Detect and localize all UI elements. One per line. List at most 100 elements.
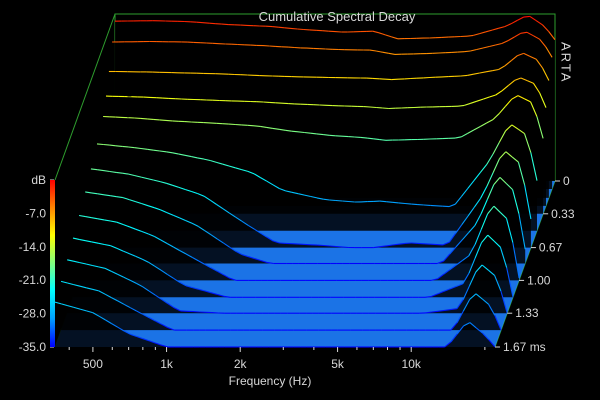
decay-line-segment: [500, 290, 508, 314]
decay-line-segment: [211, 292, 218, 296]
decay-line-segment: [247, 124, 255, 127]
decay-line-segment: [392, 243, 399, 246]
decay-line-segment: [523, 15, 530, 18]
decay-line-segment: [191, 256, 199, 262]
decay-line-segment: [179, 281, 187, 287]
decay-line-segment: [110, 195, 117, 198]
decay-line-segment: [141, 203, 149, 207]
decay-line-segment: [463, 322, 471, 327]
decay-line-segment: [235, 216, 243, 222]
decay-line-segment: [448, 203, 456, 208]
decay-line-segment: [501, 40, 509, 44]
decay-line-segment: [514, 77, 522, 81]
decay-line-segment: [161, 344, 169, 348]
decay-line-segment: [498, 130, 507, 143]
decay-line-segment: [336, 245, 343, 248]
decay-line-segment: [79, 238, 86, 242]
decay-line-segment: [142, 338, 150, 342]
decay-line-segment: [223, 295, 231, 298]
decay-line-segment: [217, 293, 224, 297]
decay-line-segment: [247, 224, 255, 230]
decay-line-segment: [495, 90, 503, 96]
decay-line-segment: [460, 74, 468, 77]
decay-line-segment: [109, 170, 117, 173]
decay-line-segment: [153, 118, 160, 121]
decay-line-segment: [530, 152, 538, 181]
decay-line-segment: [67, 305, 75, 308]
decay-line-segment: [493, 240, 501, 248]
decay-line-segment: [260, 125, 267, 128]
decay-line-segment: [260, 232, 268, 238]
decay-line-segment: [98, 290, 106, 295]
decay-line-segment: [443, 253, 451, 262]
decay-line-segment: [115, 145, 123, 147]
decay-slices: [54, 15, 556, 348]
decay-line-segment: [122, 223, 130, 228]
decay-line-segment: [172, 152, 179, 155]
decay-line-segment: [468, 257, 476, 274]
decay-line-segment: [430, 278, 438, 281]
decay-line-segment: [122, 250, 130, 255]
decay-line-segment: [223, 274, 231, 279]
decay-line-segment: [90, 168, 98, 171]
decay-line-segment: [485, 70, 493, 73]
x-tick-label: 10k: [402, 357, 422, 371]
decay-line-segment: [173, 307, 181, 312]
decay-line-segment: [483, 96, 490, 100]
decay-line-segment: [202, 22, 210, 24]
color-scale-bar: [50, 180, 55, 347]
decay-line-segment: [242, 254, 249, 258]
decay-line-segment: [448, 233, 456, 243]
decay-line-segment: [266, 236, 274, 242]
decay-line-segment: [272, 26, 279, 28]
decay-line-segment: [482, 332, 490, 340]
y-tick-label: dB: [31, 173, 46, 187]
decay-line-segment: [425, 311, 432, 314]
decay-line-segment: [147, 233, 155, 238]
decay-line-segment: [98, 315, 106, 321]
decay-line-segment: [411, 203, 418, 206]
z-tick-label: 0.33: [551, 207, 575, 221]
decay-line-segment: [532, 82, 541, 94]
decay-line-segment: [104, 293, 112, 299]
decay-line-segment: [129, 199, 136, 203]
decay-line-segment: [461, 187, 469, 197]
decay-line-segment: [153, 179, 161, 183]
decay-line-segment: [491, 27, 499, 31]
decay-line-segment: [498, 106, 506, 115]
decay-line-segment: [511, 124, 519, 130]
decay-line-segment: [191, 222, 199, 227]
decay-line-segment: [179, 217, 187, 222]
decay-line-segment: [223, 242, 231, 248]
decay-line-segment: [272, 127, 280, 130]
decay-line-segment: [116, 221, 124, 226]
decay-line-segment: [360, 136, 368, 139]
decay-line-segment: [431, 310, 439, 313]
decay-line-segment: [481, 298, 489, 305]
decay-line-segment: [221, 23, 229, 26]
decay-line-segment: [470, 100, 478, 104]
decay-line-segment: [235, 167, 242, 171]
decay-line-segment: [474, 228, 482, 245]
decay-line-segment: [504, 23, 512, 28]
decay-line-segment: [210, 159, 217, 163]
decay-line-segment: [285, 190, 293, 193]
decay-line-segment: [473, 72, 480, 75]
decay-line-segment: [191, 190, 198, 195]
decay-line-segment: [241, 220, 249, 226]
decay-line-segment: [148, 261, 155, 267]
decay-line-segment: [379, 139, 387, 141]
decay-line-segment: [147, 178, 154, 181]
decay-line-segment: [217, 270, 224, 276]
decay-line-segment: [96, 143, 104, 146]
decay-line-segment: [173, 277, 181, 283]
decay-line-segment: [222, 208, 230, 214]
x-tick-label: 1k: [160, 357, 174, 371]
decay-line-segment: [130, 333, 137, 338]
decay-line-segment: [488, 339, 496, 348]
decay-line-segment: [141, 176, 148, 180]
decay-line-segment: [135, 228, 143, 233]
decay-line-segment: [297, 131, 305, 134]
decay-line-segment: [73, 260, 80, 264]
x-tick-label: 2k: [234, 357, 248, 371]
